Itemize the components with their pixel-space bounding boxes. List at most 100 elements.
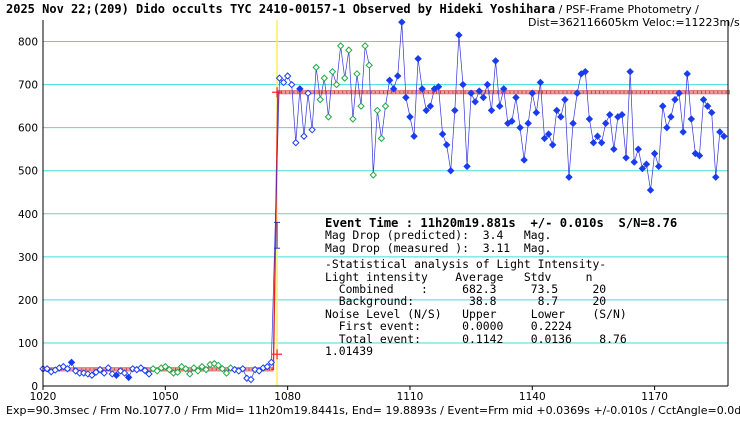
data-point: [569, 119, 577, 128]
stat-column-header: Light intensity Average Stdv n: [325, 269, 593, 284]
data-point: [650, 149, 659, 158]
y-tick-label: 800: [18, 37, 38, 49]
data-point: [369, 171, 377, 179]
combined-level-marker: [281, 90, 286, 95]
data-point: [703, 102, 712, 110]
data-point: [361, 42, 369, 50]
combined-level-marker: [444, 90, 449, 95]
combined-level-marker: [591, 90, 596, 95]
data-point: [500, 85, 508, 93]
combined-level-marker: [693, 90, 698, 95]
data-point: [679, 128, 687, 136]
data-point: [247, 375, 255, 384]
y-tick-label: 400: [18, 209, 38, 221]
combined-level-marker: [407, 90, 412, 95]
combined-level-marker: [346, 90, 351, 95]
data-point: [565, 173, 573, 181]
data-point: [553, 106, 561, 115]
x-tick-label: 1140: [519, 391, 546, 403]
data-point: [712, 173, 720, 181]
combined-level-marker: [513, 90, 518, 95]
data-point: [332, 80, 341, 89]
combined-level-marker: [412, 90, 417, 95]
data-point: [296, 85, 304, 93]
data-point: [124, 373, 133, 382]
y-tick-label: 500: [18, 166, 38, 178]
data-point: [683, 70, 691, 78]
noise-total-event: Total event: 0.1142 0.0136 8.76: [325, 331, 627, 346]
data-point: [654, 162, 663, 171]
data-point: [463, 162, 471, 171]
data-point: [84, 370, 92, 378]
combined-level-marker: [668, 90, 673, 95]
background-level-marker: [89, 367, 94, 372]
title-distance-velocity: Dist=362116605km Veloc:=11223m/sec: [528, 16, 740, 29]
combined-level-marker: [697, 90, 702, 95]
data-point: [520, 156, 528, 164]
combined-level-marker: [660, 90, 665, 95]
combined-level-marker: [587, 90, 592, 95]
data-point: [548, 141, 557, 149]
data-point: [173, 368, 182, 376]
data-point: [418, 85, 426, 93]
x-tick-label: 1080: [274, 391, 301, 403]
data-point: [659, 102, 667, 110]
combined-level-marker: [338, 90, 343, 95]
data-point: [239, 365, 247, 373]
combined-level-marker: [717, 90, 722, 95]
data-point: [606, 111, 614, 119]
data-point: [202, 365, 210, 374]
combined-level-marker: [599, 90, 604, 95]
combined-level-marker: [713, 90, 718, 95]
combined-level-marker: [509, 90, 514, 95]
data-point: [349, 115, 357, 123]
data-point: [646, 186, 655, 194]
data-point: [512, 93, 520, 102]
data-point: [544, 130, 553, 138]
combined-level-marker: [416, 90, 421, 95]
combined-level-marker: [399, 90, 404, 95]
data-point: [451, 106, 459, 115]
data-point: [707, 108, 716, 117]
data-point: [447, 166, 455, 175]
data-point: [593, 132, 602, 140]
combined-level-marker: [689, 90, 694, 95]
data-point: [67, 358, 76, 367]
mag-drop-measured: Mag Drop (measured ): 3.11 Mag.: [325, 240, 552, 255]
chart-title: 2025 Nov 22;(209) Dido occults TYC 2410-…: [6, 2, 699, 16]
data-point: [389, 85, 398, 93]
data-point: [638, 164, 647, 173]
data-series: [39, 18, 728, 384]
x-tick-label: 1020: [30, 391, 57, 403]
data-point: [267, 358, 276, 367]
combined-level-marker: [603, 90, 608, 95]
data-point: [663, 123, 671, 132]
combined-level-marker: [363, 90, 368, 95]
combined-level-marker: [395, 90, 400, 95]
data-point: [357, 102, 365, 110]
data-point: [275, 74, 284, 82]
combined-level-marker: [721, 90, 726, 95]
combined-level-marker: [342, 90, 347, 95]
data-point: [422, 106, 430, 115]
combined-level-marker: [611, 90, 616, 95]
data-point: [467, 89, 475, 97]
combined-level-marker: [542, 90, 547, 95]
data-point: [59, 362, 68, 371]
data-point: [300, 132, 308, 140]
x-tick-label: 1110: [397, 391, 424, 403]
data-point: [214, 361, 223, 370]
combined-level-marker: [538, 90, 543, 95]
stats-panel: Event Time : 11h20m19.881s +/- 0.010s S/…: [325, 217, 677, 358]
data-point: [671, 95, 679, 104]
combined-level-marker: [636, 90, 641, 95]
data-point: [695, 151, 704, 160]
combined-level-marker: [644, 90, 649, 95]
data-point: [353, 70, 361, 78]
combined-level-marker: [456, 90, 461, 95]
noise-first-event: First event: 0.0000 0.2224: [325, 319, 572, 334]
data-point: [540, 134, 549, 143]
combined-level-marker: [367, 90, 372, 95]
title-method: / PSF-Frame Photometry /: [555, 3, 699, 16]
